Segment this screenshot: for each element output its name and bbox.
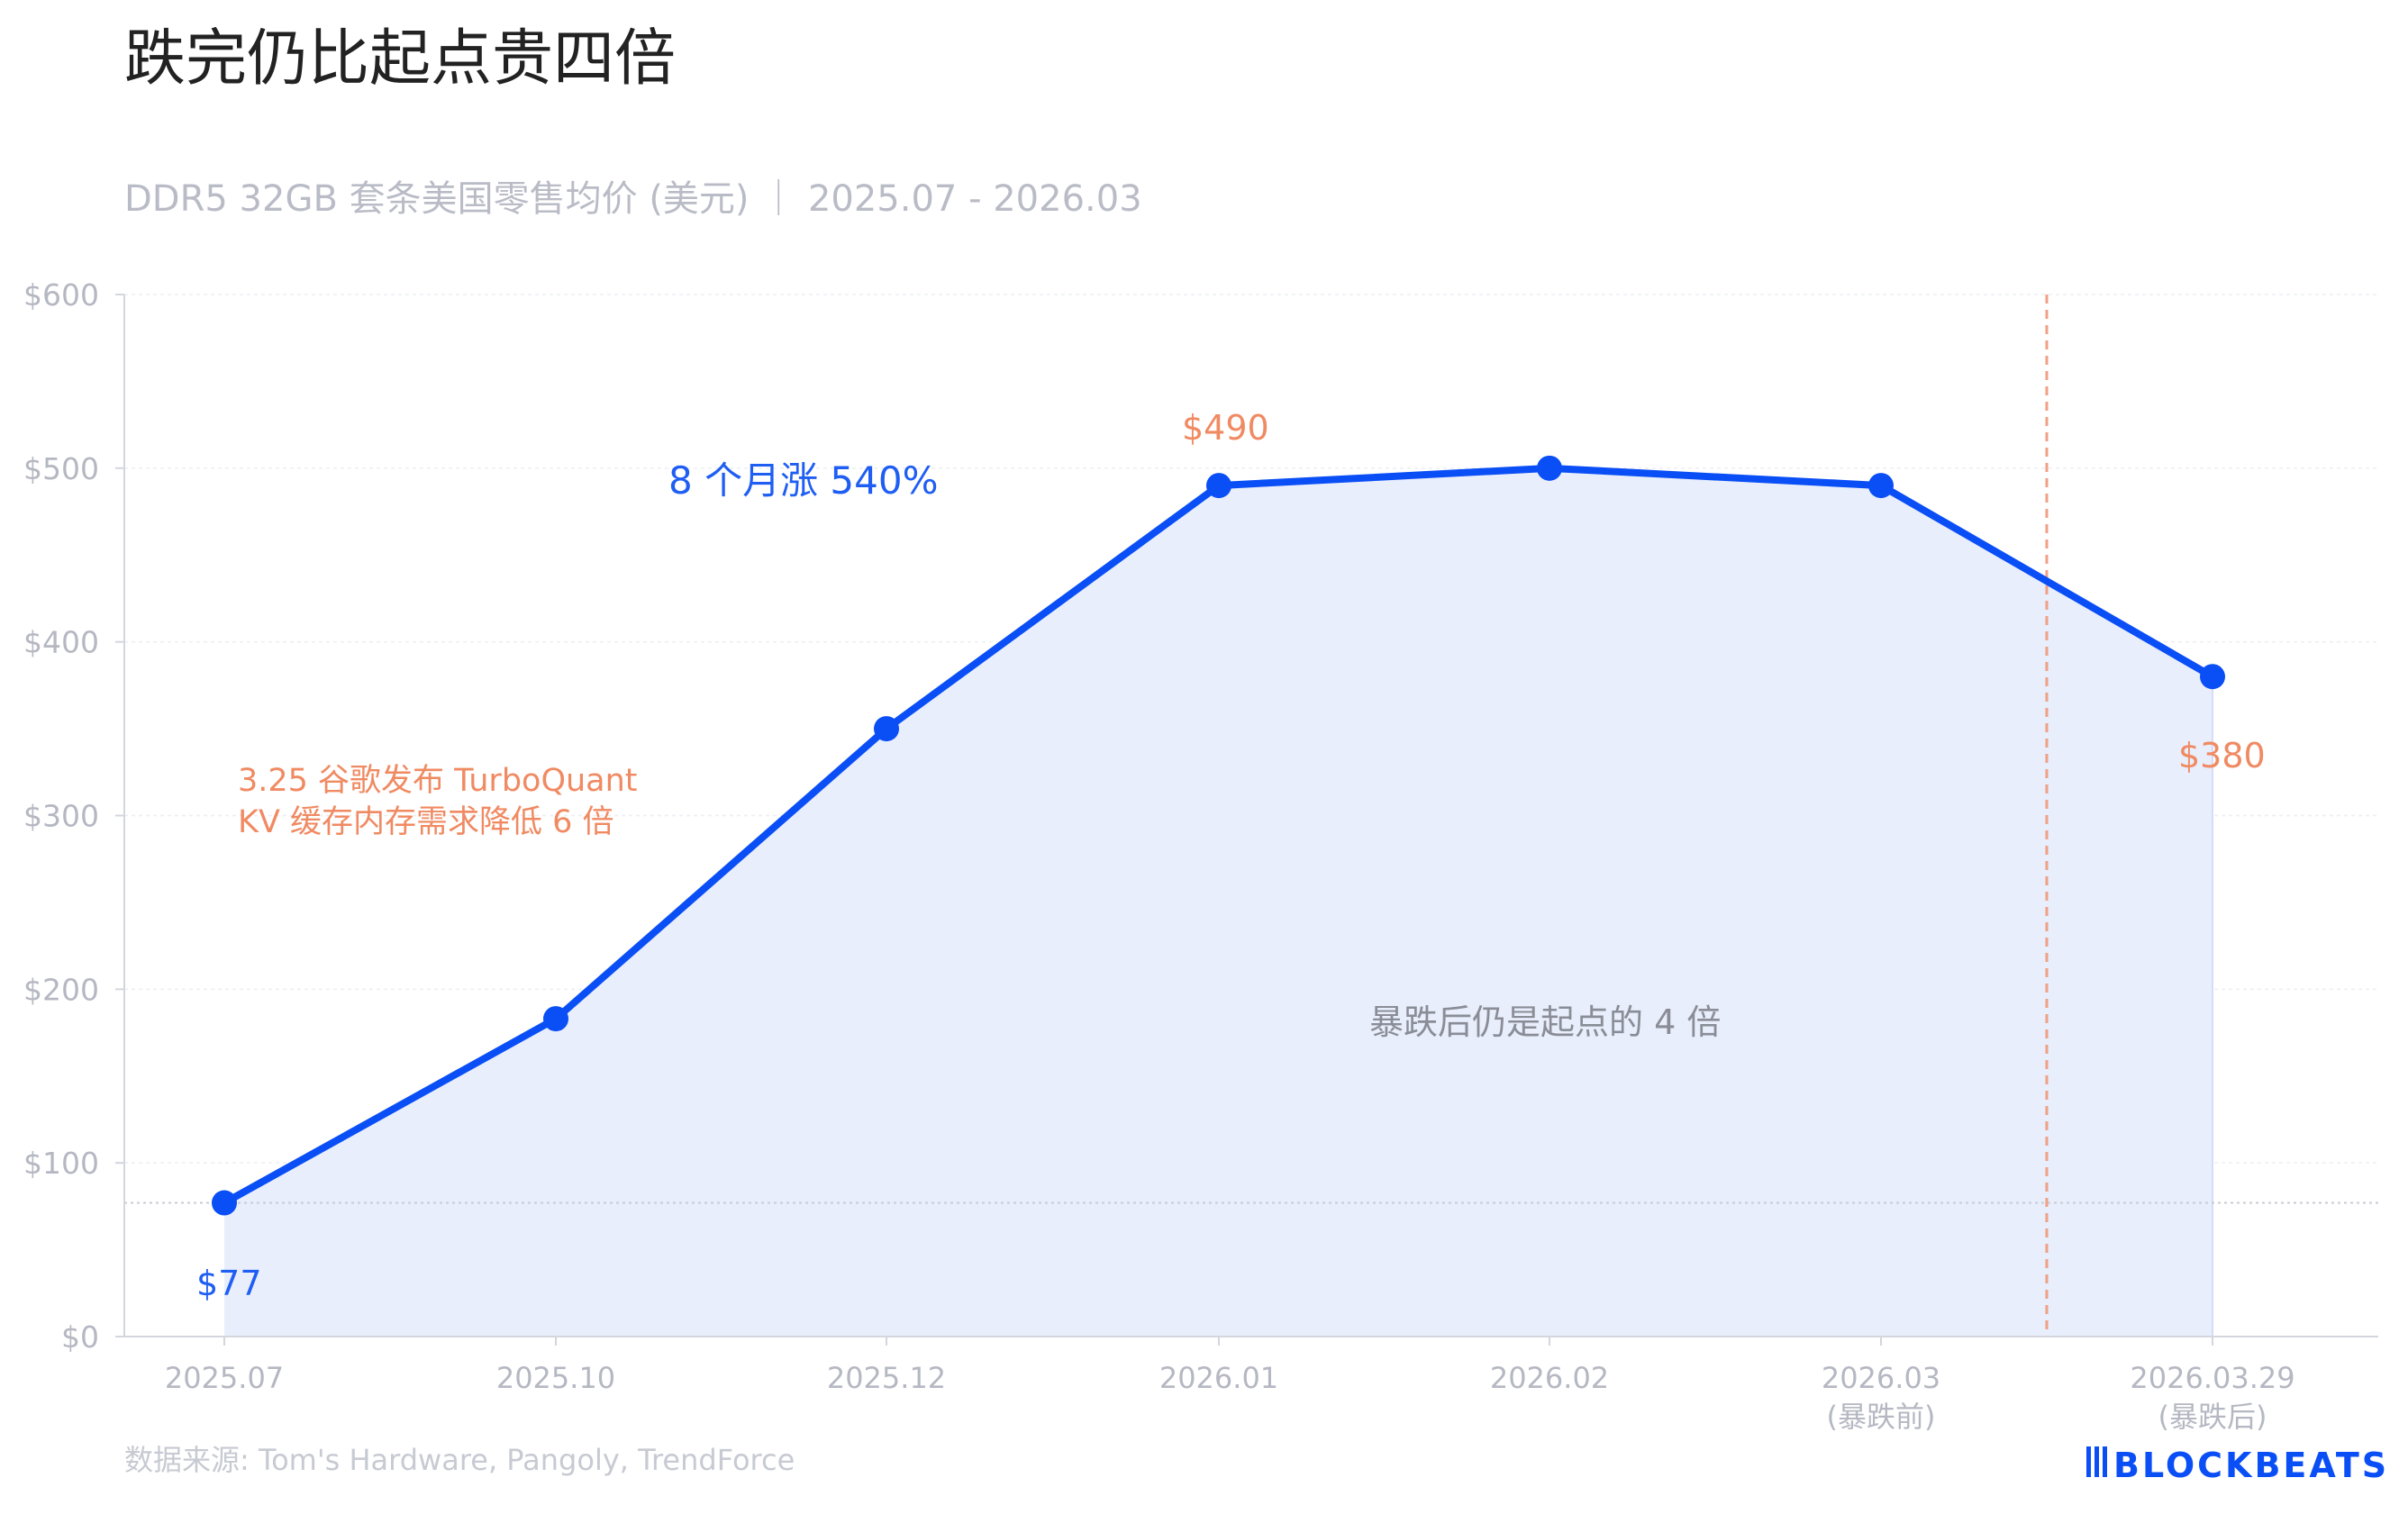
chart-subtitle: DDR5 32GB 套条美国零售均价 (美元) ｜ 2025.07 - 2026… [124, 178, 1142, 220]
data-point [1537, 455, 1562, 481]
y-ticks: $0 $100 $200 $300 $400 $500 $600 [23, 277, 124, 1355]
y-tick-label: $0 [61, 1319, 99, 1355]
x-tick-label: 2026.01 [1159, 1361, 1278, 1395]
x-tick-label: 2025.10 [496, 1361, 615, 1395]
y-tick-label: $400 [23, 625, 99, 660]
data-point [874, 716, 899, 742]
rise-annotation: 8 个月涨 540% [668, 458, 939, 503]
data-point [2200, 664, 2225, 690]
summary-annotation: 暴跌后仍是起点的 4 倍 [1369, 1002, 1721, 1042]
x-ticks: 2025.07 2025.10 2025.12 2026.01 2026.02 2026.… [165, 1337, 2295, 1434]
end-value-label: $380 [2178, 736, 2266, 775]
peak-value-label: $490 [1182, 408, 1269, 448]
data-point [1868, 473, 1894, 499]
data-point [212, 1190, 237, 1216]
data-point [543, 1006, 568, 1032]
logo-bars-icon [2086, 1446, 2107, 1477]
y-tick-label: $500 [23, 451, 99, 486]
y-tick-label: $200 [23, 972, 99, 1007]
x-tick-sublabel: (暴跌前) [1827, 1400, 1936, 1434]
start-value-label: $77 [196, 1264, 262, 1303]
x-tick-label: 2026.03.29 [2130, 1361, 2294, 1395]
x-tick-label: 2025.07 [165, 1361, 284, 1395]
event-annotation-line1: 3.25 谷歌发布 TurboQuant [238, 763, 638, 799]
area-fill [224, 467, 2213, 1337]
y-tick-label: $600 [23, 277, 99, 313]
event-annotation-line2: KV 缓存内存需求降低 6 倍 [238, 804, 614, 840]
x-tick-label: 2025.12 [827, 1361, 946, 1395]
x-tick-sublabel: (暴跌后) [2158, 1400, 2267, 1434]
data-point [1206, 473, 1231, 499]
source-note: 数据来源: Tom's Hardware, Pangoly, TrendForc… [124, 1443, 795, 1477]
x-tick-label: 2026.02 [1490, 1361, 1609, 1395]
y-tick-label: $100 [23, 1146, 99, 1181]
logo-text: BLOCKBEATS [2113, 1446, 2389, 1485]
data-points [212, 455, 2225, 1216]
y-tick-label: $300 [23, 799, 99, 834]
blockbeats-logo: BLOCKBEATS [2086, 1446, 2389, 1485]
chart-title: 跌完仍比起点贵四倍 [124, 23, 676, 95]
x-tick-label: 2026.03 [1822, 1361, 1940, 1395]
